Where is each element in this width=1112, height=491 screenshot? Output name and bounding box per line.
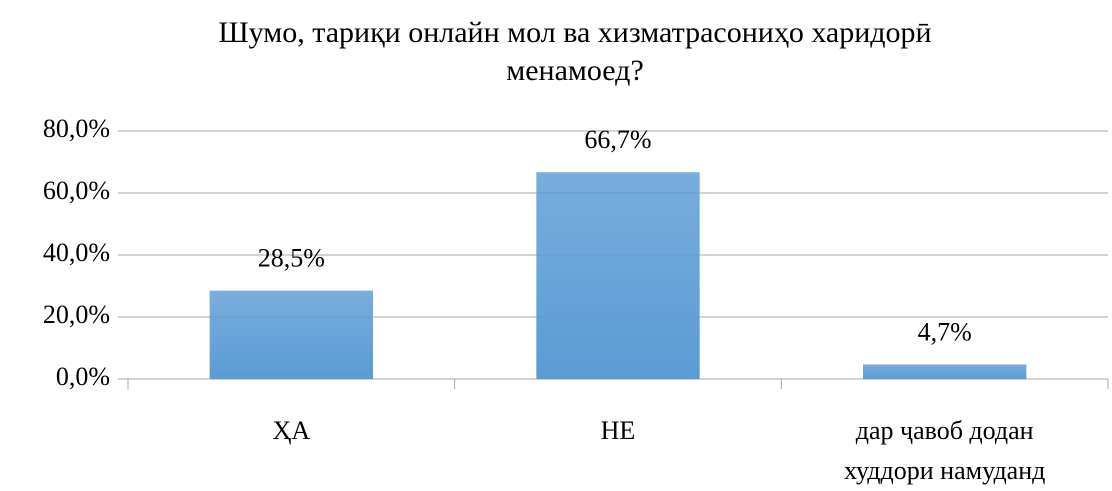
y-tick-label: 80,0%	[43, 114, 110, 143]
x-tick-label: дар ҷавоб додан худдори намуданд	[843, 416, 1046, 485]
data-label: 4,7%	[918, 317, 972, 346]
y-tick-label: 40,0%	[43, 238, 110, 267]
data-label: 66,7%	[584, 125, 651, 154]
data-label: 28,5%	[258, 244, 325, 273]
y-tick-label: 20,0%	[43, 300, 110, 329]
x-tick-label: ҲА	[272, 416, 311, 445]
y-tick-label: 0,0%	[56, 362, 110, 391]
chart-title: Шумо, тариқи онлайн мол ва хизматрасониҳ…	[218, 16, 932, 87]
bar	[863, 364, 1027, 379]
x-tick-label: НЕ	[600, 416, 636, 445]
bar	[536, 172, 700, 379]
y-tick-label: 60,0%	[43, 176, 110, 205]
bar	[209, 290, 373, 379]
